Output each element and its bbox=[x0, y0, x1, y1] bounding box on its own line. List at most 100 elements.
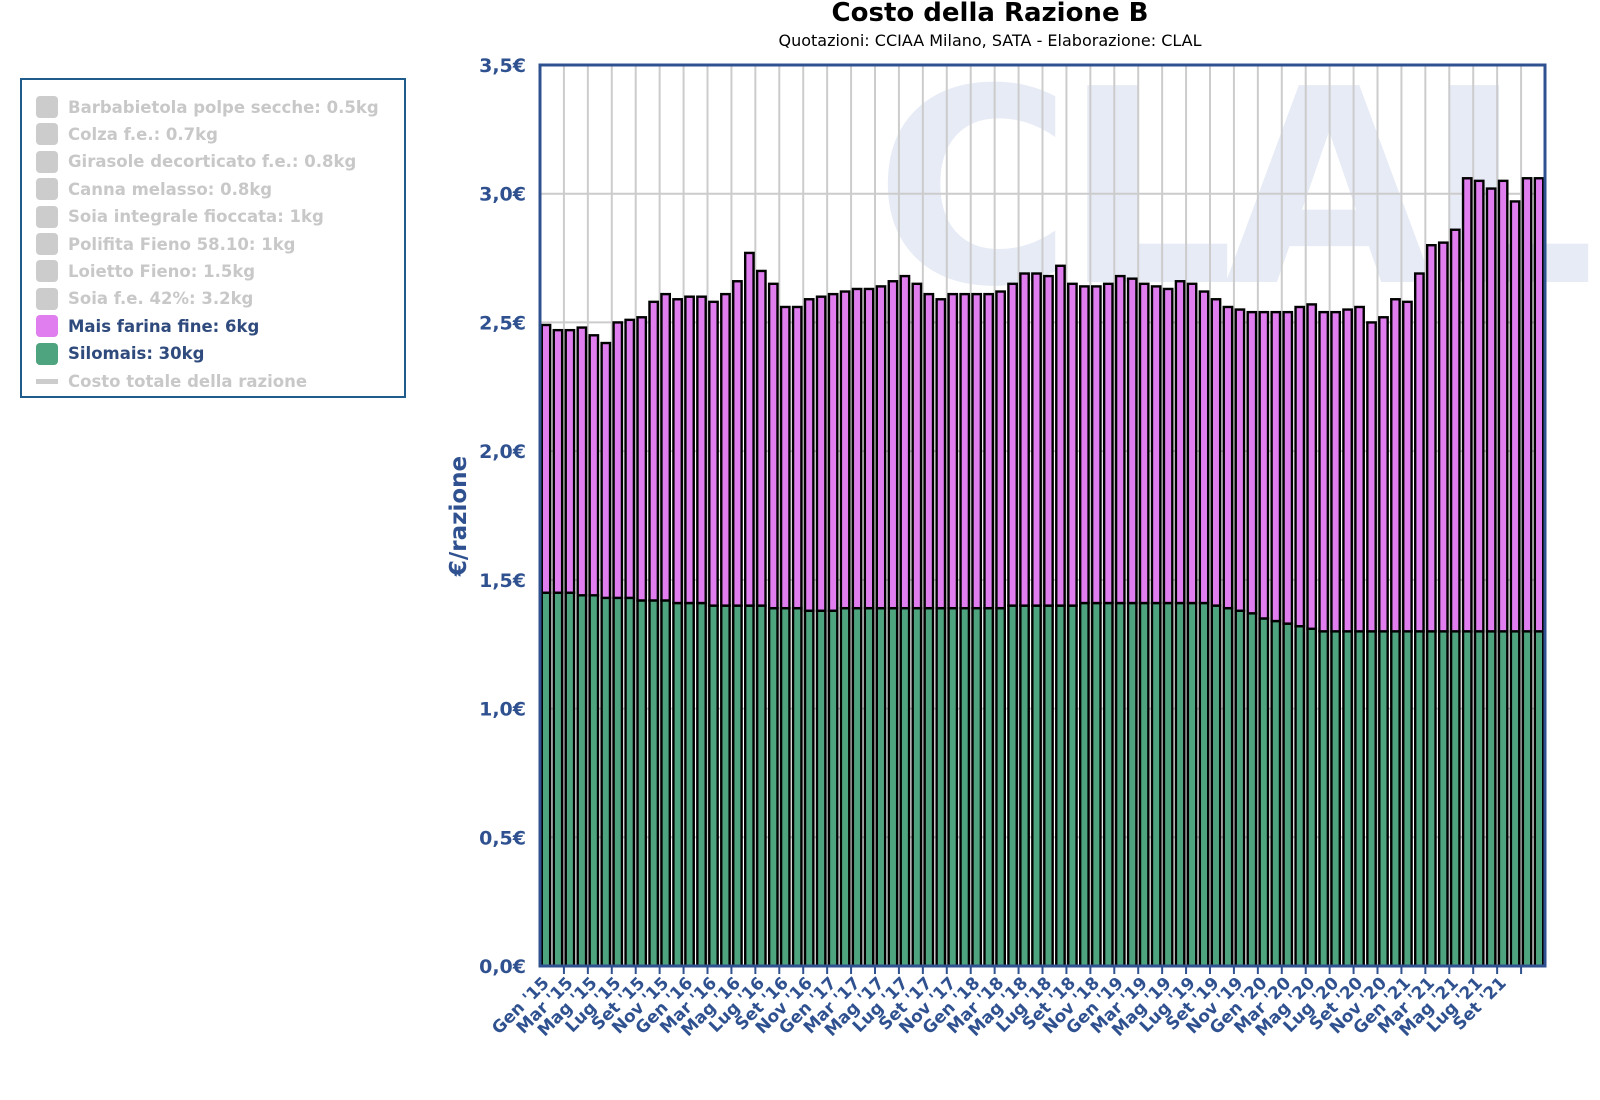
bar-silomais[interactable] bbox=[1413, 630, 1425, 968]
bar-mais-farina[interactable] bbox=[1378, 316, 1389, 633]
bar-mais-farina[interactable] bbox=[1318, 310, 1330, 633]
bar-mais-farina[interactable] bbox=[564, 328, 576, 594]
bar-silomais[interactable] bbox=[672, 601, 683, 968]
bar-silomais[interactable] bbox=[887, 606, 899, 968]
bar-silomais[interactable] bbox=[1078, 601, 1090, 968]
bar-mais-farina[interactable] bbox=[1043, 274, 1054, 607]
bar-mais-farina[interactable] bbox=[624, 318, 636, 600]
bar-silomais[interactable] bbox=[815, 609, 827, 968]
bar-mais-farina[interactable] bbox=[1533, 177, 1545, 633]
bar-mais-farina[interactable] bbox=[732, 280, 743, 607]
bar-silomais[interactable] bbox=[552, 591, 564, 968]
bar-mais-farina[interactable] bbox=[1150, 285, 1162, 605]
bar-silomais[interactable] bbox=[696, 601, 707, 968]
bar-mais-farina[interactable] bbox=[636, 316, 648, 602]
bar-mais-farina[interactable] bbox=[1521, 177, 1533, 633]
bar-mais-farina[interactable] bbox=[1437, 241, 1449, 633]
bar-mais-farina[interactable] bbox=[660, 292, 672, 602]
bar-silomais[interactable] bbox=[1186, 601, 1198, 968]
bar-silomais[interactable] bbox=[1174, 601, 1186, 968]
bar-mais-farina[interactable] bbox=[1210, 298, 1222, 607]
legend-item[interactable]: Polifita Fieno 58.10: 1kg bbox=[36, 231, 295, 257]
bar-silomais[interactable] bbox=[540, 591, 552, 968]
bar-silomais[interactable] bbox=[1497, 630, 1509, 968]
bar-silomais[interactable] bbox=[1102, 601, 1114, 968]
bar-mais-farina[interactable] bbox=[708, 300, 719, 607]
bar-silomais[interactable] bbox=[959, 606, 971, 968]
bar-silomais[interactable] bbox=[588, 594, 600, 968]
bar-silomais[interactable] bbox=[839, 606, 851, 968]
bar-mais-farina[interactable] bbox=[791, 305, 803, 610]
bar-mais-farina[interactable] bbox=[1366, 321, 1377, 633]
bar-silomais[interactable] bbox=[1473, 630, 1485, 968]
bar-silomais[interactable] bbox=[851, 606, 863, 968]
bar-silomais[interactable] bbox=[564, 591, 576, 968]
legend-item[interactable]: Girasole decorticato f.e.: 0.8kg bbox=[36, 149, 356, 175]
bar-silomais[interactable] bbox=[1198, 601, 1210, 968]
bar-silomais[interactable] bbox=[1222, 606, 1234, 968]
legend-item[interactable]: Mais farina fine: 6kg bbox=[36, 313, 259, 339]
bar-silomais[interactable] bbox=[1055, 604, 1066, 968]
bar-mais-farina[interactable] bbox=[923, 292, 935, 610]
bar-mais-farina[interactable] bbox=[1461, 177, 1473, 633]
bar-silomais[interactable] bbox=[791, 606, 803, 968]
bar-silomais[interactable] bbox=[1533, 630, 1545, 968]
bar-mais-farina[interactable] bbox=[911, 282, 923, 610]
bar-mais-farina[interactable] bbox=[1138, 282, 1150, 605]
bar-silomais[interactable] bbox=[995, 606, 1007, 968]
bar-mais-farina[interactable] bbox=[1198, 290, 1210, 605]
bar-mais-farina[interactable] bbox=[803, 298, 815, 612]
bar-silomais[interactable] bbox=[755, 604, 767, 968]
bar-silomais[interactable] bbox=[1031, 604, 1042, 968]
bar-silomais[interactable] bbox=[983, 606, 995, 968]
bar-mais-farina[interactable] bbox=[1402, 300, 1413, 633]
bar-silomais[interactable] bbox=[1390, 630, 1401, 968]
bar-silomais[interactable] bbox=[911, 606, 923, 968]
bar-silomais[interactable] bbox=[1437, 630, 1449, 968]
bar-mais-farina[interactable] bbox=[1330, 310, 1342, 633]
bar-mais-farina[interactable] bbox=[1007, 282, 1018, 607]
bar-mais-farina[interactable] bbox=[959, 292, 971, 610]
bar-mais-farina[interactable] bbox=[1222, 305, 1234, 610]
bar-silomais[interactable] bbox=[660, 599, 672, 968]
bar-silomais[interactable] bbox=[612, 596, 624, 968]
bar-mais-farina[interactable] bbox=[1019, 272, 1030, 607]
bar-mais-farina[interactable] bbox=[1258, 310, 1270, 620]
bar-silomais[interactable] bbox=[1043, 604, 1054, 968]
bar-mais-farina[interactable] bbox=[1497, 179, 1509, 633]
bar-silomais[interactable] bbox=[1282, 622, 1294, 968]
bar-mais-farina[interactable] bbox=[983, 292, 995, 610]
bar-mais-farina[interactable] bbox=[1413, 272, 1425, 633]
bar-mais-farina[interactable] bbox=[947, 292, 959, 610]
bar-mais-farina[interactable] bbox=[839, 290, 851, 610]
bar-silomais[interactable] bbox=[1090, 601, 1102, 968]
bar-mais-farina[interactable] bbox=[1126, 277, 1138, 605]
bar-mais-farina[interactable] bbox=[672, 298, 683, 605]
bar-mais-farina[interactable] bbox=[1234, 308, 1246, 612]
bar-mais-farina[interactable] bbox=[1102, 282, 1114, 605]
bar-silomais[interactable] bbox=[624, 596, 636, 968]
bar-mais-farina[interactable] bbox=[755, 269, 767, 607]
legend-item[interactable]: Canna melasso: 0.8kg bbox=[36, 176, 272, 202]
bar-mais-farina[interactable] bbox=[1390, 298, 1401, 633]
bar-mais-farina[interactable] bbox=[612, 321, 624, 600]
bar-silomais[interactable] bbox=[636, 599, 648, 968]
legend-item[interactable]: Costo totale della razione bbox=[36, 368, 307, 394]
bar-silomais[interactable] bbox=[947, 606, 959, 968]
bar-silomais[interactable] bbox=[827, 609, 839, 968]
bar-mais-farina[interactable] bbox=[779, 305, 791, 610]
bar-mais-farina[interactable] bbox=[1246, 310, 1258, 615]
bar-silomais[interactable] bbox=[1007, 604, 1018, 968]
bar-silomais[interactable] bbox=[1306, 627, 1318, 968]
bar-mais-farina[interactable] bbox=[648, 300, 660, 602]
bar-mais-farina[interactable] bbox=[576, 326, 588, 597]
bar-mais-farina[interactable] bbox=[1055, 264, 1066, 607]
bar-silomais[interactable] bbox=[732, 604, 743, 968]
bar-silomais[interactable] bbox=[1138, 601, 1150, 968]
bar-silomais[interactable] bbox=[923, 606, 935, 968]
bar-silomais[interactable] bbox=[1210, 604, 1222, 968]
legend-item[interactable]: Colza f.e.: 0.7kg bbox=[36, 121, 218, 147]
bar-mais-farina[interactable] bbox=[1031, 272, 1042, 607]
bar-mais-farina[interactable] bbox=[1342, 308, 1353, 633]
bar-silomais[interactable] bbox=[684, 601, 695, 968]
